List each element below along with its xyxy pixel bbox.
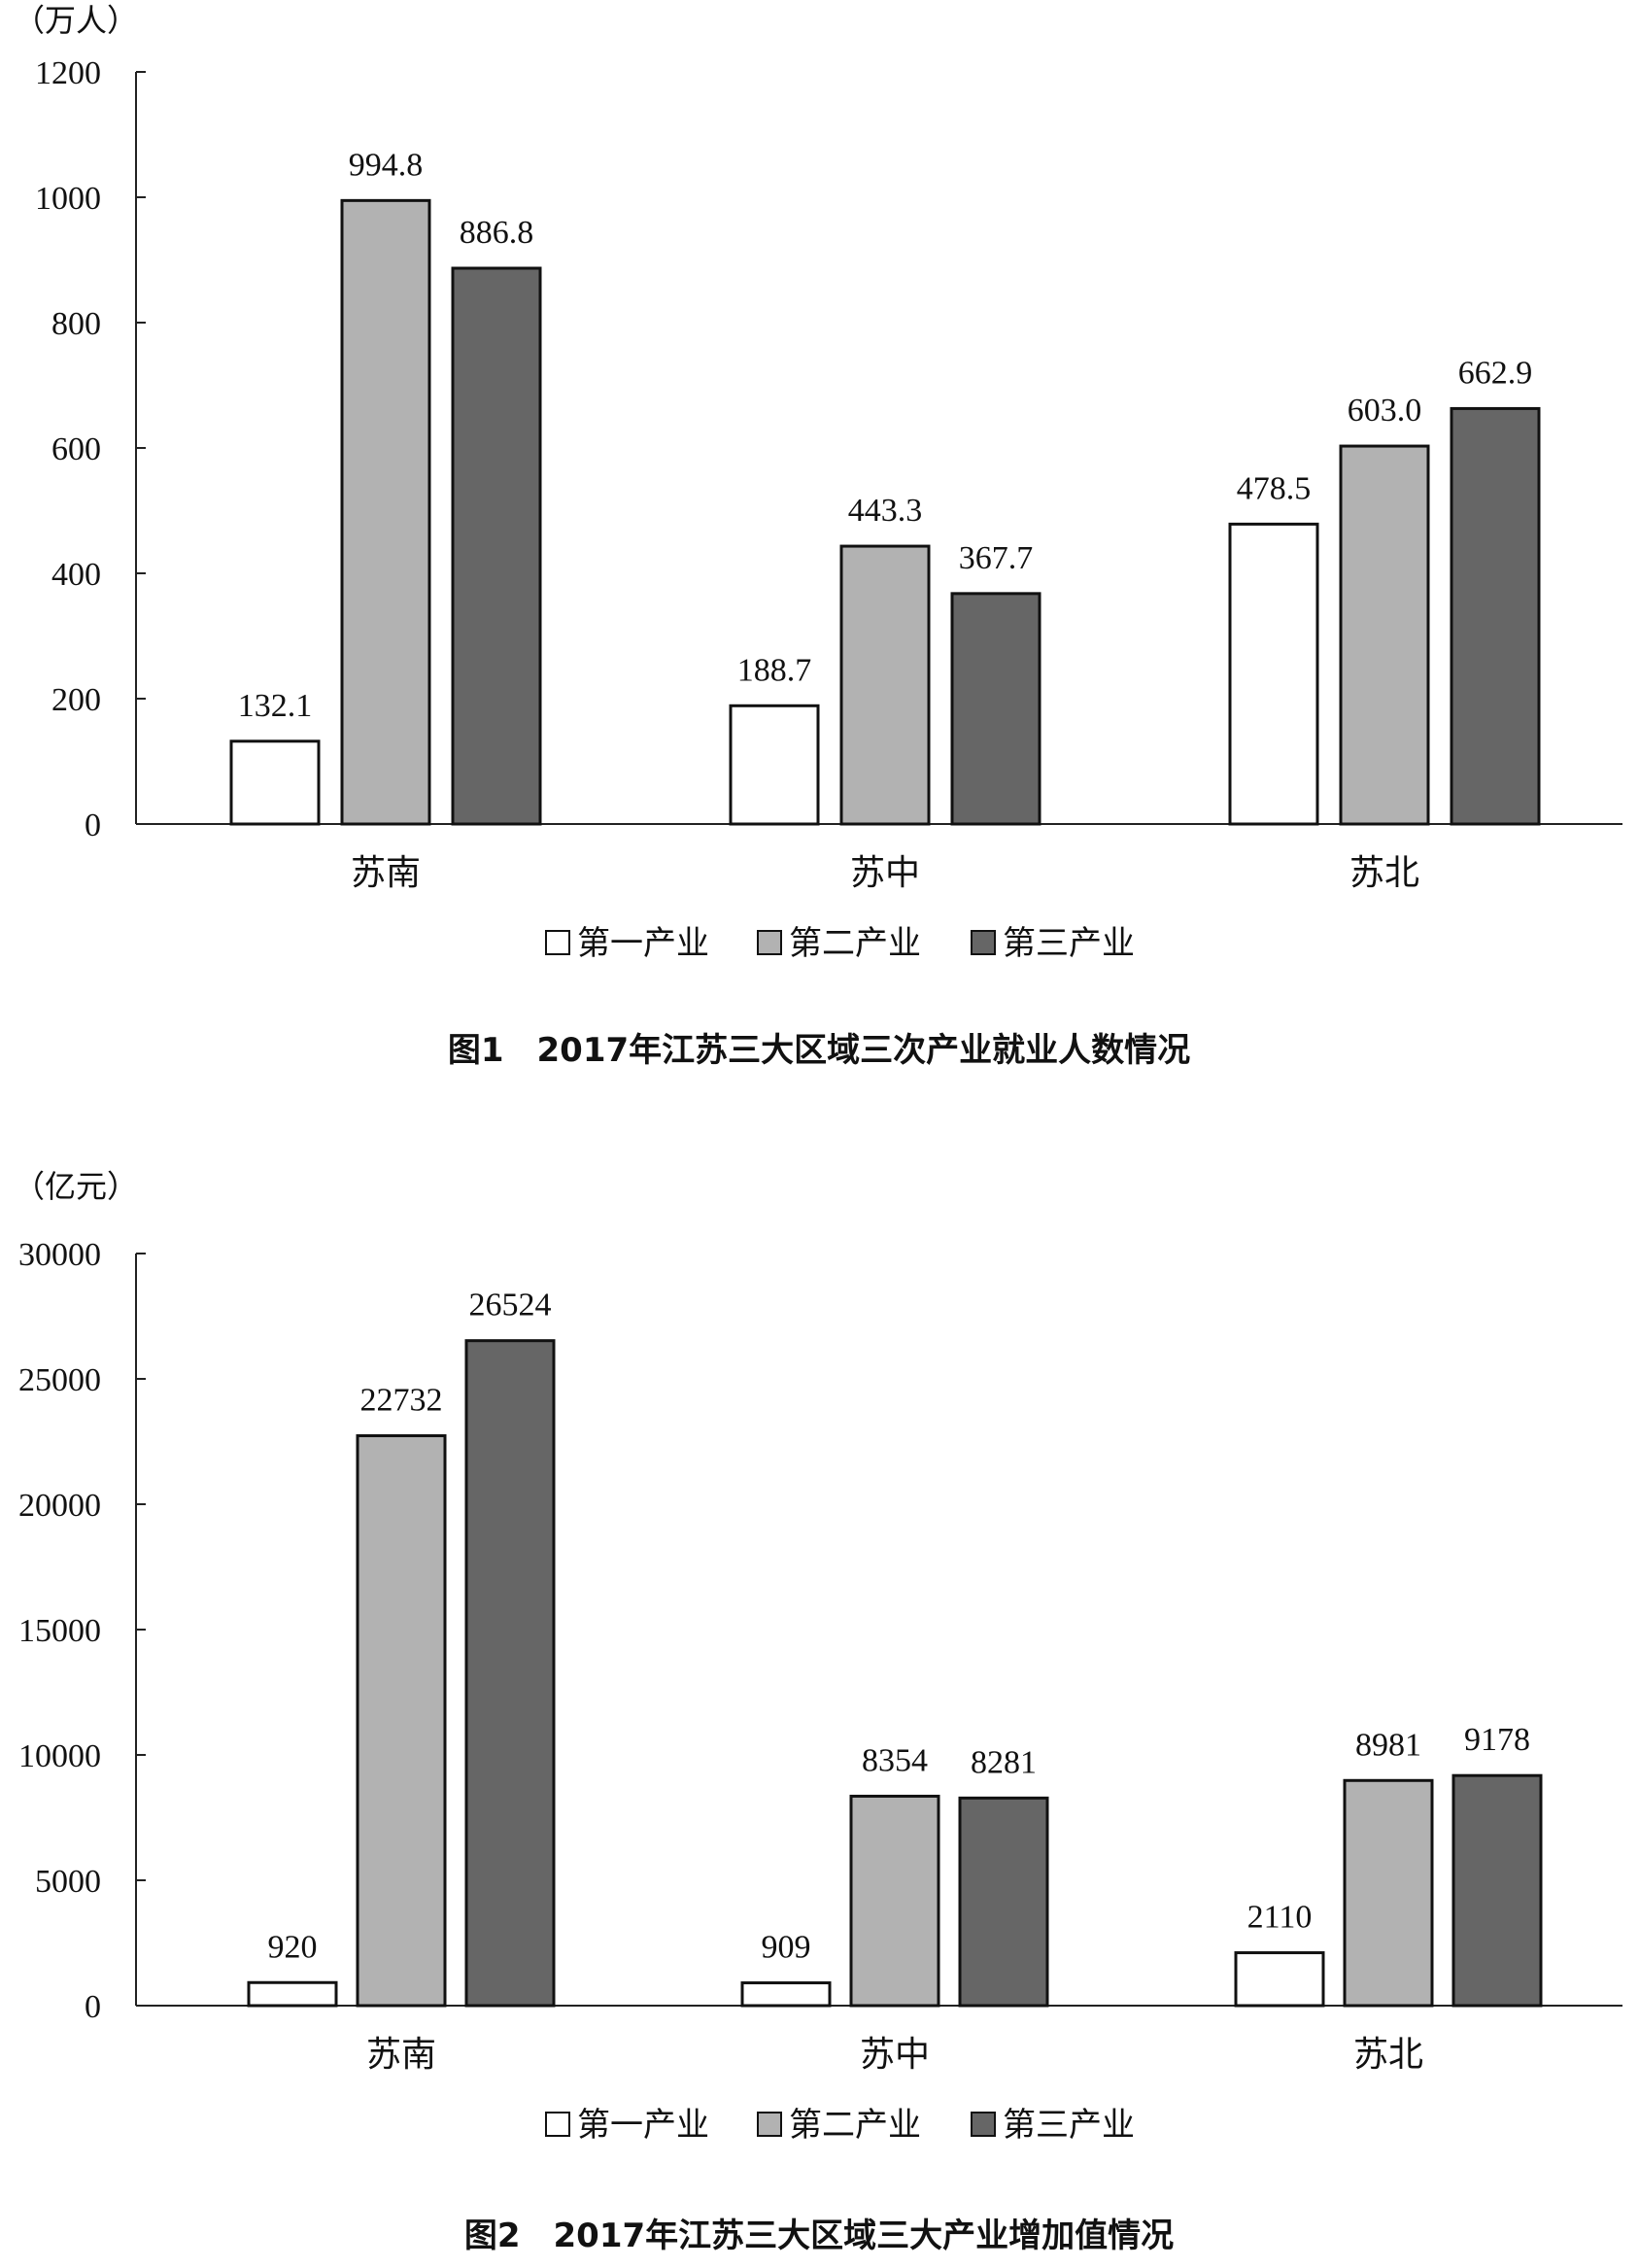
y-tick-label: 800 bbox=[51, 306, 101, 342]
bar-3 bbox=[958, 1796, 1049, 2008]
data-label: 662.9 bbox=[1458, 355, 1533, 391]
y-tick-label: 0 bbox=[85, 808, 101, 843]
employment-bar-chart: （万人） 0 200 400 600 800 1000 1200 132.1 994.8 886.8… bbox=[14, 2, 1622, 1070]
legend-swatch-1 bbox=[545, 930, 570, 955]
y-tick-label: 15000 bbox=[18, 1613, 101, 1649]
y-tick-label: 1000 bbox=[35, 181, 101, 217]
chart-caption: 图1 2017年江苏三大区域三次产业就业人数情况 bbox=[448, 1031, 1190, 1070]
legend-label-2: 第二产业 bbox=[789, 924, 921, 963]
bar-1 bbox=[729, 704, 820, 826]
legend-swatch-2 bbox=[757, 930, 782, 955]
bar-2 bbox=[356, 1434, 447, 2008]
bar-2 bbox=[839, 544, 931, 826]
category-label: 苏北 bbox=[1353, 2035, 1423, 2075]
category-label: 苏中 bbox=[860, 2035, 930, 2075]
data-label: 920 bbox=[268, 1929, 318, 1965]
data-label: 8281 bbox=[971, 1744, 1037, 1780]
y-tick-label: 5000 bbox=[35, 1864, 101, 1900]
legend-swatch-2 bbox=[757, 2112, 782, 2137]
bar-3 bbox=[451, 266, 542, 826]
bar-2 bbox=[1339, 444, 1430, 826]
y-tick-label: 1200 bbox=[35, 55, 101, 91]
bar-2 bbox=[849, 1794, 940, 2008]
legend-label-1: 第一产业 bbox=[577, 2106, 709, 2145]
data-label: 8981 bbox=[1355, 1727, 1421, 1763]
y-unit-label: （亿元） bbox=[14, 1168, 138, 1205]
bar-1 bbox=[229, 739, 321, 826]
legend-swatch-3 bbox=[971, 2112, 996, 2137]
y-tick-label: 30000 bbox=[18, 1237, 101, 1273]
legend-label-2: 第二产业 bbox=[789, 2106, 921, 2145]
y-tick-label: 400 bbox=[51, 557, 101, 593]
data-label: 478.5 bbox=[1237, 470, 1312, 506]
bar-3 bbox=[1451, 1773, 1543, 2008]
data-label: 994.8 bbox=[349, 147, 424, 183]
data-label: 26524 bbox=[469, 1288, 552, 1323]
chart-employment: （万人） 0 200 400 600 800 1000 1200 132.1 994.8 886.8… bbox=[0, 0, 1639, 1127]
bar-3 bbox=[1450, 406, 1541, 826]
legend-label-1: 第一产业 bbox=[577, 924, 709, 963]
bar-3 bbox=[464, 1339, 556, 2008]
category-label: 苏南 bbox=[351, 853, 421, 893]
legend-swatch-3 bbox=[971, 930, 996, 955]
legend-swatch-1 bbox=[545, 2112, 570, 2137]
category-label: 苏中 bbox=[850, 853, 920, 893]
y-tick-label: 0 bbox=[85, 1989, 101, 2025]
bar-2 bbox=[1343, 1778, 1434, 2008]
data-label: 886.8 bbox=[460, 215, 534, 251]
data-label: 367.7 bbox=[959, 540, 1034, 576]
bar-3 bbox=[950, 592, 1041, 826]
category-label: 苏南 bbox=[366, 2035, 436, 2075]
data-label: 188.7 bbox=[737, 652, 812, 688]
data-label: 22732 bbox=[360, 1383, 443, 1419]
bar-2 bbox=[340, 198, 431, 826]
y-tick-label: 20000 bbox=[18, 1488, 101, 1524]
category-label: 苏北 bbox=[1349, 853, 1419, 893]
bar-1 bbox=[740, 1981, 832, 2008]
data-label: 2110 bbox=[1247, 1900, 1313, 1936]
legend-label-3: 第三产业 bbox=[1003, 924, 1135, 963]
data-label: 8354 bbox=[862, 1742, 928, 1778]
y-tick-label: 25000 bbox=[18, 1362, 101, 1398]
data-label: 443.3 bbox=[848, 493, 923, 529]
data-label: 132.1 bbox=[238, 688, 313, 724]
y-tick-label: 200 bbox=[51, 682, 101, 718]
y-unit-label: （万人） bbox=[14, 2, 138, 39]
bar-1 bbox=[1228, 522, 1319, 826]
bar-1 bbox=[247, 1980, 338, 2008]
y-tick-label: 10000 bbox=[18, 1738, 101, 1774]
data-label: 9178 bbox=[1464, 1722, 1530, 1758]
data-label: 909 bbox=[762, 1930, 811, 1966]
chart-caption: 图2 2017年江苏三大区域三大产业增加值情况 bbox=[464, 2216, 1174, 2255]
bar-1 bbox=[1234, 1951, 1325, 2008]
value-added-bar-chart: （亿元） 0 5000 10000 15000 20000 25000 30000 920 227… bbox=[14, 1168, 1622, 2255]
y-tick-label: 600 bbox=[51, 431, 101, 467]
chart-value-added: （亿元） 0 5000 10000 15000 20000 25000 30000 920 227… bbox=[0, 1127, 1639, 2268]
legend-label-3: 第三产业 bbox=[1003, 2106, 1135, 2145]
data-label: 603.0 bbox=[1348, 393, 1422, 429]
